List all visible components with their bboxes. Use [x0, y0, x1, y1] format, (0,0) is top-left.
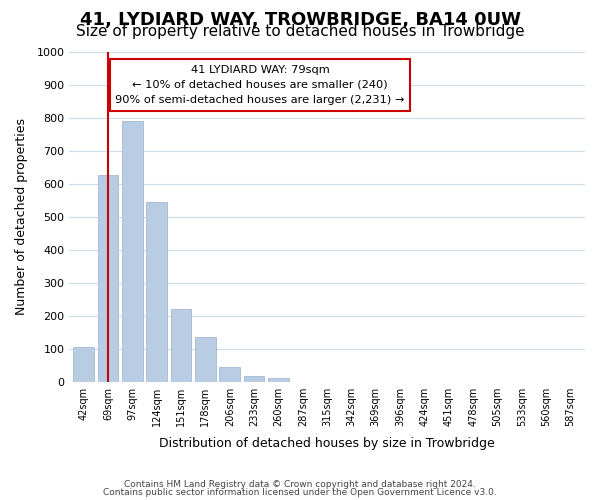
- Y-axis label: Number of detached properties: Number of detached properties: [15, 118, 28, 315]
- Text: Contains HM Land Registry data © Crown copyright and database right 2024.: Contains HM Land Registry data © Crown c…: [124, 480, 476, 489]
- Text: Size of property relative to detached houses in Trowbridge: Size of property relative to detached ho…: [76, 24, 524, 39]
- X-axis label: Distribution of detached houses by size in Trowbridge: Distribution of detached houses by size …: [159, 437, 495, 450]
- Bar: [98, 176, 118, 382]
- Bar: [268, 378, 289, 382]
- Text: 41 LYDIARD WAY: 79sqm
← 10% of detached houses are smaller (240)
90% of semi-det: 41 LYDIARD WAY: 79sqm ← 10% of detached …: [115, 64, 405, 105]
- Bar: [146, 202, 167, 382]
- Bar: [73, 347, 94, 382]
- Text: 41, LYDIARD WAY, TROWBRIDGE, BA14 0UW: 41, LYDIARD WAY, TROWBRIDGE, BA14 0UW: [79, 12, 521, 30]
- Bar: [244, 376, 265, 382]
- Text: Contains public sector information licensed under the Open Government Licence v3: Contains public sector information licen…: [103, 488, 497, 497]
- Bar: [220, 367, 240, 382]
- Bar: [122, 121, 143, 382]
- Bar: [171, 309, 191, 382]
- Bar: [195, 337, 216, 382]
